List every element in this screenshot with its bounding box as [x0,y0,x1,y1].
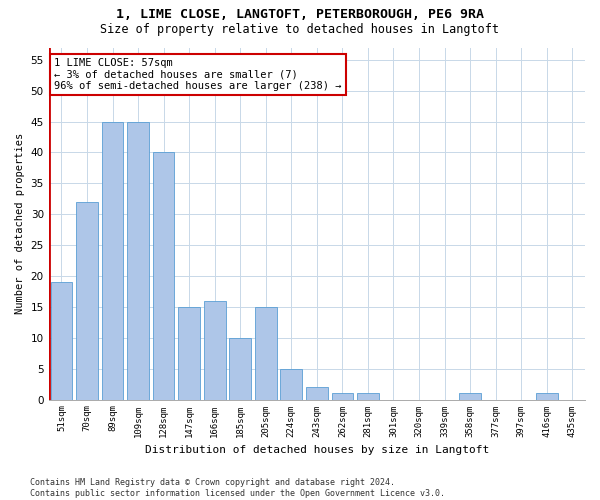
Bar [306,387,328,400]
Bar [127,122,149,400]
Bar [178,307,200,400]
Y-axis label: Number of detached properties: Number of detached properties [15,133,25,314]
Text: Contains HM Land Registry data © Crown copyright and database right 2024.
Contai: Contains HM Land Registry data © Crown c… [30,478,445,498]
Bar [357,394,379,400]
Text: 1, LIME CLOSE, LANGTOFT, PETERBOROUGH, PE6 9RA: 1, LIME CLOSE, LANGTOFT, PETERBOROUGH, P… [116,8,484,20]
Bar [76,202,98,400]
Bar [101,122,124,400]
Bar [536,394,557,400]
Bar [280,368,302,400]
Bar [204,300,226,400]
Bar [255,307,277,400]
Bar [459,394,481,400]
Text: 1 LIME CLOSE: 57sqm
← 3% of detached houses are smaller (7)
96% of semi-detached: 1 LIME CLOSE: 57sqm ← 3% of detached hou… [54,58,341,92]
Bar [332,394,353,400]
X-axis label: Distribution of detached houses by size in Langtoft: Distribution of detached houses by size … [145,445,489,455]
Bar [229,338,251,400]
Bar [153,152,175,400]
Text: Size of property relative to detached houses in Langtoft: Size of property relative to detached ho… [101,22,499,36]
Bar [50,282,72,400]
